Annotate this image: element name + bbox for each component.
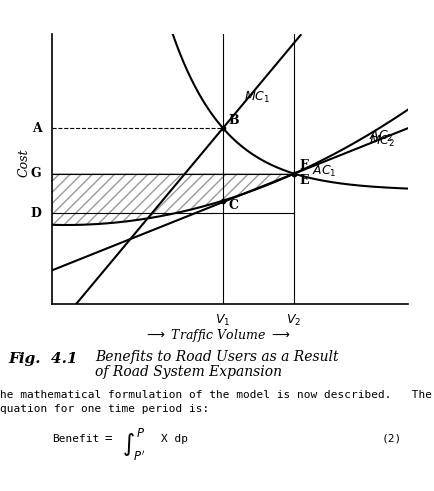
- Text: he mathematical formulation of the model is now described.   The benefit: he mathematical formulation of the model…: [0, 390, 434, 400]
- Text: F: F: [299, 160, 308, 172]
- Text: C: C: [228, 199, 238, 212]
- Text: (2): (2): [382, 434, 402, 444]
- Text: Benefit: Benefit: [52, 434, 99, 444]
- Text: Fig.  4.1: Fig. 4.1: [9, 353, 78, 366]
- Text: X dp: X dp: [161, 434, 187, 444]
- Text: $\longrightarrow$ Traffic Volume $\longrightarrow$: $\longrightarrow$ Traffic Volume $\longr…: [144, 327, 290, 344]
- Text: $V_1$: $V_1$: [215, 313, 230, 328]
- Text: $MC_1$: $MC_1$: [244, 90, 270, 105]
- Text: A: A: [32, 122, 41, 135]
- Text: G: G: [31, 167, 41, 180]
- Text: $AC_1$: $AC_1$: [312, 164, 336, 179]
- Text: quation for one time period is:: quation for one time period is:: [0, 405, 209, 414]
- Text: Cost: Cost: [17, 148, 30, 177]
- Text: B: B: [228, 114, 239, 127]
- Text: D: D: [30, 207, 41, 220]
- Text: =: =: [104, 432, 112, 445]
- Text: $MC_2$: $MC_2$: [369, 134, 395, 149]
- Text: $\int_{P^{\prime}}^{P}$: $\int_{P^{\prime}}^{P}$: [122, 427, 145, 463]
- Text: E: E: [299, 174, 309, 187]
- Text: $V_2$: $V_2$: [286, 313, 302, 328]
- Text: of Road System Expansion: of Road System Expansion: [95, 365, 283, 379]
- Text: $AC_2$: $AC_2$: [369, 129, 393, 143]
- Text: Benefits to Road Users as a Result: Benefits to Road Users as a Result: [95, 350, 339, 364]
